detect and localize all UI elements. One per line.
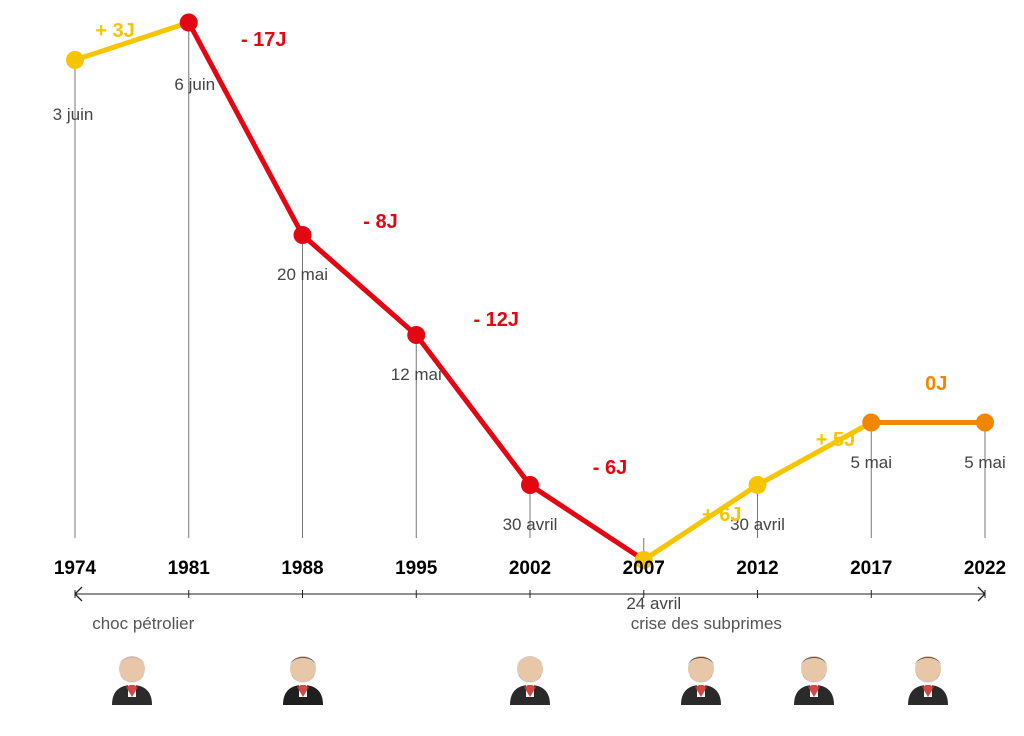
president-avatar bbox=[673, 645, 729, 705]
delta-label: - 12J bbox=[473, 309, 519, 332]
delta-label: 0J bbox=[925, 373, 947, 396]
delta-label: - 6J bbox=[593, 457, 627, 480]
data-marker bbox=[976, 414, 994, 432]
year-label: 1981 bbox=[168, 558, 210, 580]
year-label: 2017 bbox=[850, 558, 892, 580]
date-label: 24 avril bbox=[626, 594, 681, 614]
delta-label: - 17J bbox=[241, 29, 287, 52]
delta-label: + 6J bbox=[702, 504, 741, 527]
data-marker bbox=[749, 476, 767, 494]
date-label: 30 avril bbox=[503, 515, 558, 535]
year-label: 2022 bbox=[964, 558, 1006, 580]
year-label: 1974 bbox=[54, 558, 96, 580]
date-label: 6 juin bbox=[174, 75, 215, 95]
year-label: 2012 bbox=[736, 558, 778, 580]
data-marker bbox=[180, 14, 198, 32]
data-marker bbox=[521, 476, 539, 494]
date-label: 5 mai bbox=[964, 453, 1006, 473]
trend-segment bbox=[416, 335, 530, 485]
president-avatar bbox=[786, 645, 842, 705]
delta-label: - 8J bbox=[363, 211, 397, 234]
data-marker bbox=[862, 414, 880, 432]
date-label: 5 mai bbox=[850, 453, 892, 473]
delta-label: + 3J bbox=[95, 20, 134, 43]
date-label: 12 mai bbox=[391, 365, 442, 385]
data-marker bbox=[294, 226, 312, 244]
president-avatar bbox=[275, 645, 331, 705]
year-label: 2007 bbox=[623, 558, 665, 580]
year-label: 1995 bbox=[395, 558, 437, 580]
year-label: 1988 bbox=[281, 558, 323, 580]
trend-segment bbox=[189, 23, 303, 236]
annotation-label: crise des subprimes bbox=[631, 614, 782, 634]
president-avatar bbox=[502, 645, 558, 705]
year-label: 2002 bbox=[509, 558, 551, 580]
president-avatar bbox=[900, 645, 956, 705]
date-label: 20 mai bbox=[277, 265, 328, 285]
delta-label: + 5J bbox=[816, 429, 855, 452]
data-marker bbox=[407, 326, 425, 344]
president-avatar bbox=[104, 645, 160, 705]
date-label: 3 juin bbox=[53, 105, 94, 125]
timeline-chart: 1974 1981 1988 1995 2002 2007 2012 2017 2022 3 ju… bbox=[0, 0, 1024, 736]
annotation-label: choc pétrolier bbox=[92, 614, 194, 634]
trend-segment bbox=[303, 235, 417, 335]
data-marker bbox=[66, 51, 84, 69]
